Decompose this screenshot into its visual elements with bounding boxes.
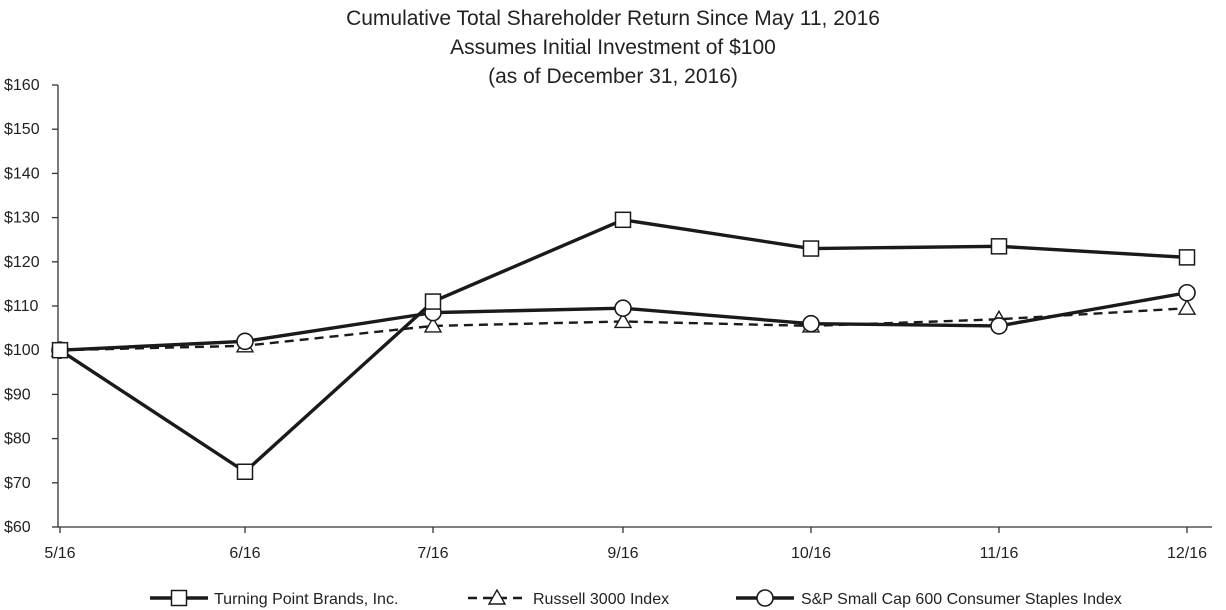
data-point-circle (802, 314, 820, 333)
chart-subtitle-date: (as of December 31, 2016) (488, 65, 738, 88)
y-tick-label: $130 (4, 210, 40, 227)
legend-item: S&P Small Cap 600 Consumer Staples Index (736, 589, 1122, 608)
x-tick-label: 12/16 (1167, 545, 1207, 562)
data-point-square (1178, 249, 1196, 266)
data-point-square (802, 240, 820, 257)
y-tick-label: $90 (4, 386, 31, 403)
legend-marker-circle (756, 589, 774, 607)
y-tick-label: $120 (4, 254, 40, 271)
chart-subtitle: Assumes Initial Investment of $100 (450, 36, 776, 59)
data-point-circle (236, 332, 254, 351)
data-point-square (614, 211, 632, 229)
y-tick-label: $110 (4, 298, 39, 315)
x-tick-label: 11/16 (980, 545, 1019, 562)
legend-label: S&P Small Cap 600 Consumer Staples Index (801, 591, 1122, 608)
series-square (51, 211, 1196, 480)
data-point-triangle (423, 316, 443, 333)
x-tick-label: 5/16 (44, 545, 75, 562)
y-tick-label: $150 (4, 121, 40, 138)
y-tick-label: $160 (4, 77, 40, 94)
data-point-square (51, 341, 69, 359)
y-tick-label: $70 (4, 475, 31, 492)
legend-marker-square (170, 589, 188, 607)
data-point-triangle (1177, 298, 1197, 315)
data-point-square (990, 238, 1008, 255)
chart-title-block: Cumulative Total Shareholder Return Sinc… (0, 4, 1226, 91)
y-tick-label: $100 (4, 342, 40, 359)
y-tick-label: $60 (4, 519, 31, 536)
data-point-triangle (613, 312, 633, 329)
x-tick-label: 6/16 (229, 545, 260, 562)
legend-label: Turning Point Brands, Inc. (214, 591, 398, 608)
legend-item: Turning Point Brands, Inc. (150, 589, 398, 608)
legend-item: Russell 3000 Index (468, 588, 669, 608)
x-tick-label: 9/16 (607, 545, 638, 562)
legend-marker-triangle (487, 588, 507, 605)
y-tick-label: $80 (4, 431, 31, 448)
data-point-square (236, 463, 254, 480)
x-tick-label: 10/16 (791, 545, 831, 562)
data-point-circle (990, 317, 1008, 335)
legend-label: Russell 3000 Index (533, 591, 669, 608)
chart-title: Cumulative Total Shareholder Return Sinc… (346, 7, 880, 30)
data-point-circle (1178, 283, 1196, 302)
series-layer (50, 211, 1197, 480)
data-point-circle (614, 299, 632, 318)
axes: $60 $70 $80 $90 $100 $110 $120 $130 $140 $150 $160… (4, 77, 1212, 562)
y-tick-label: $140 (4, 165, 40, 182)
data-point-square (424, 293, 442, 310)
x-tick-label: 7/16 (417, 545, 448, 562)
legend: Turning Point Brands, Inc. Russell 3000 I… (150, 588, 1122, 608)
